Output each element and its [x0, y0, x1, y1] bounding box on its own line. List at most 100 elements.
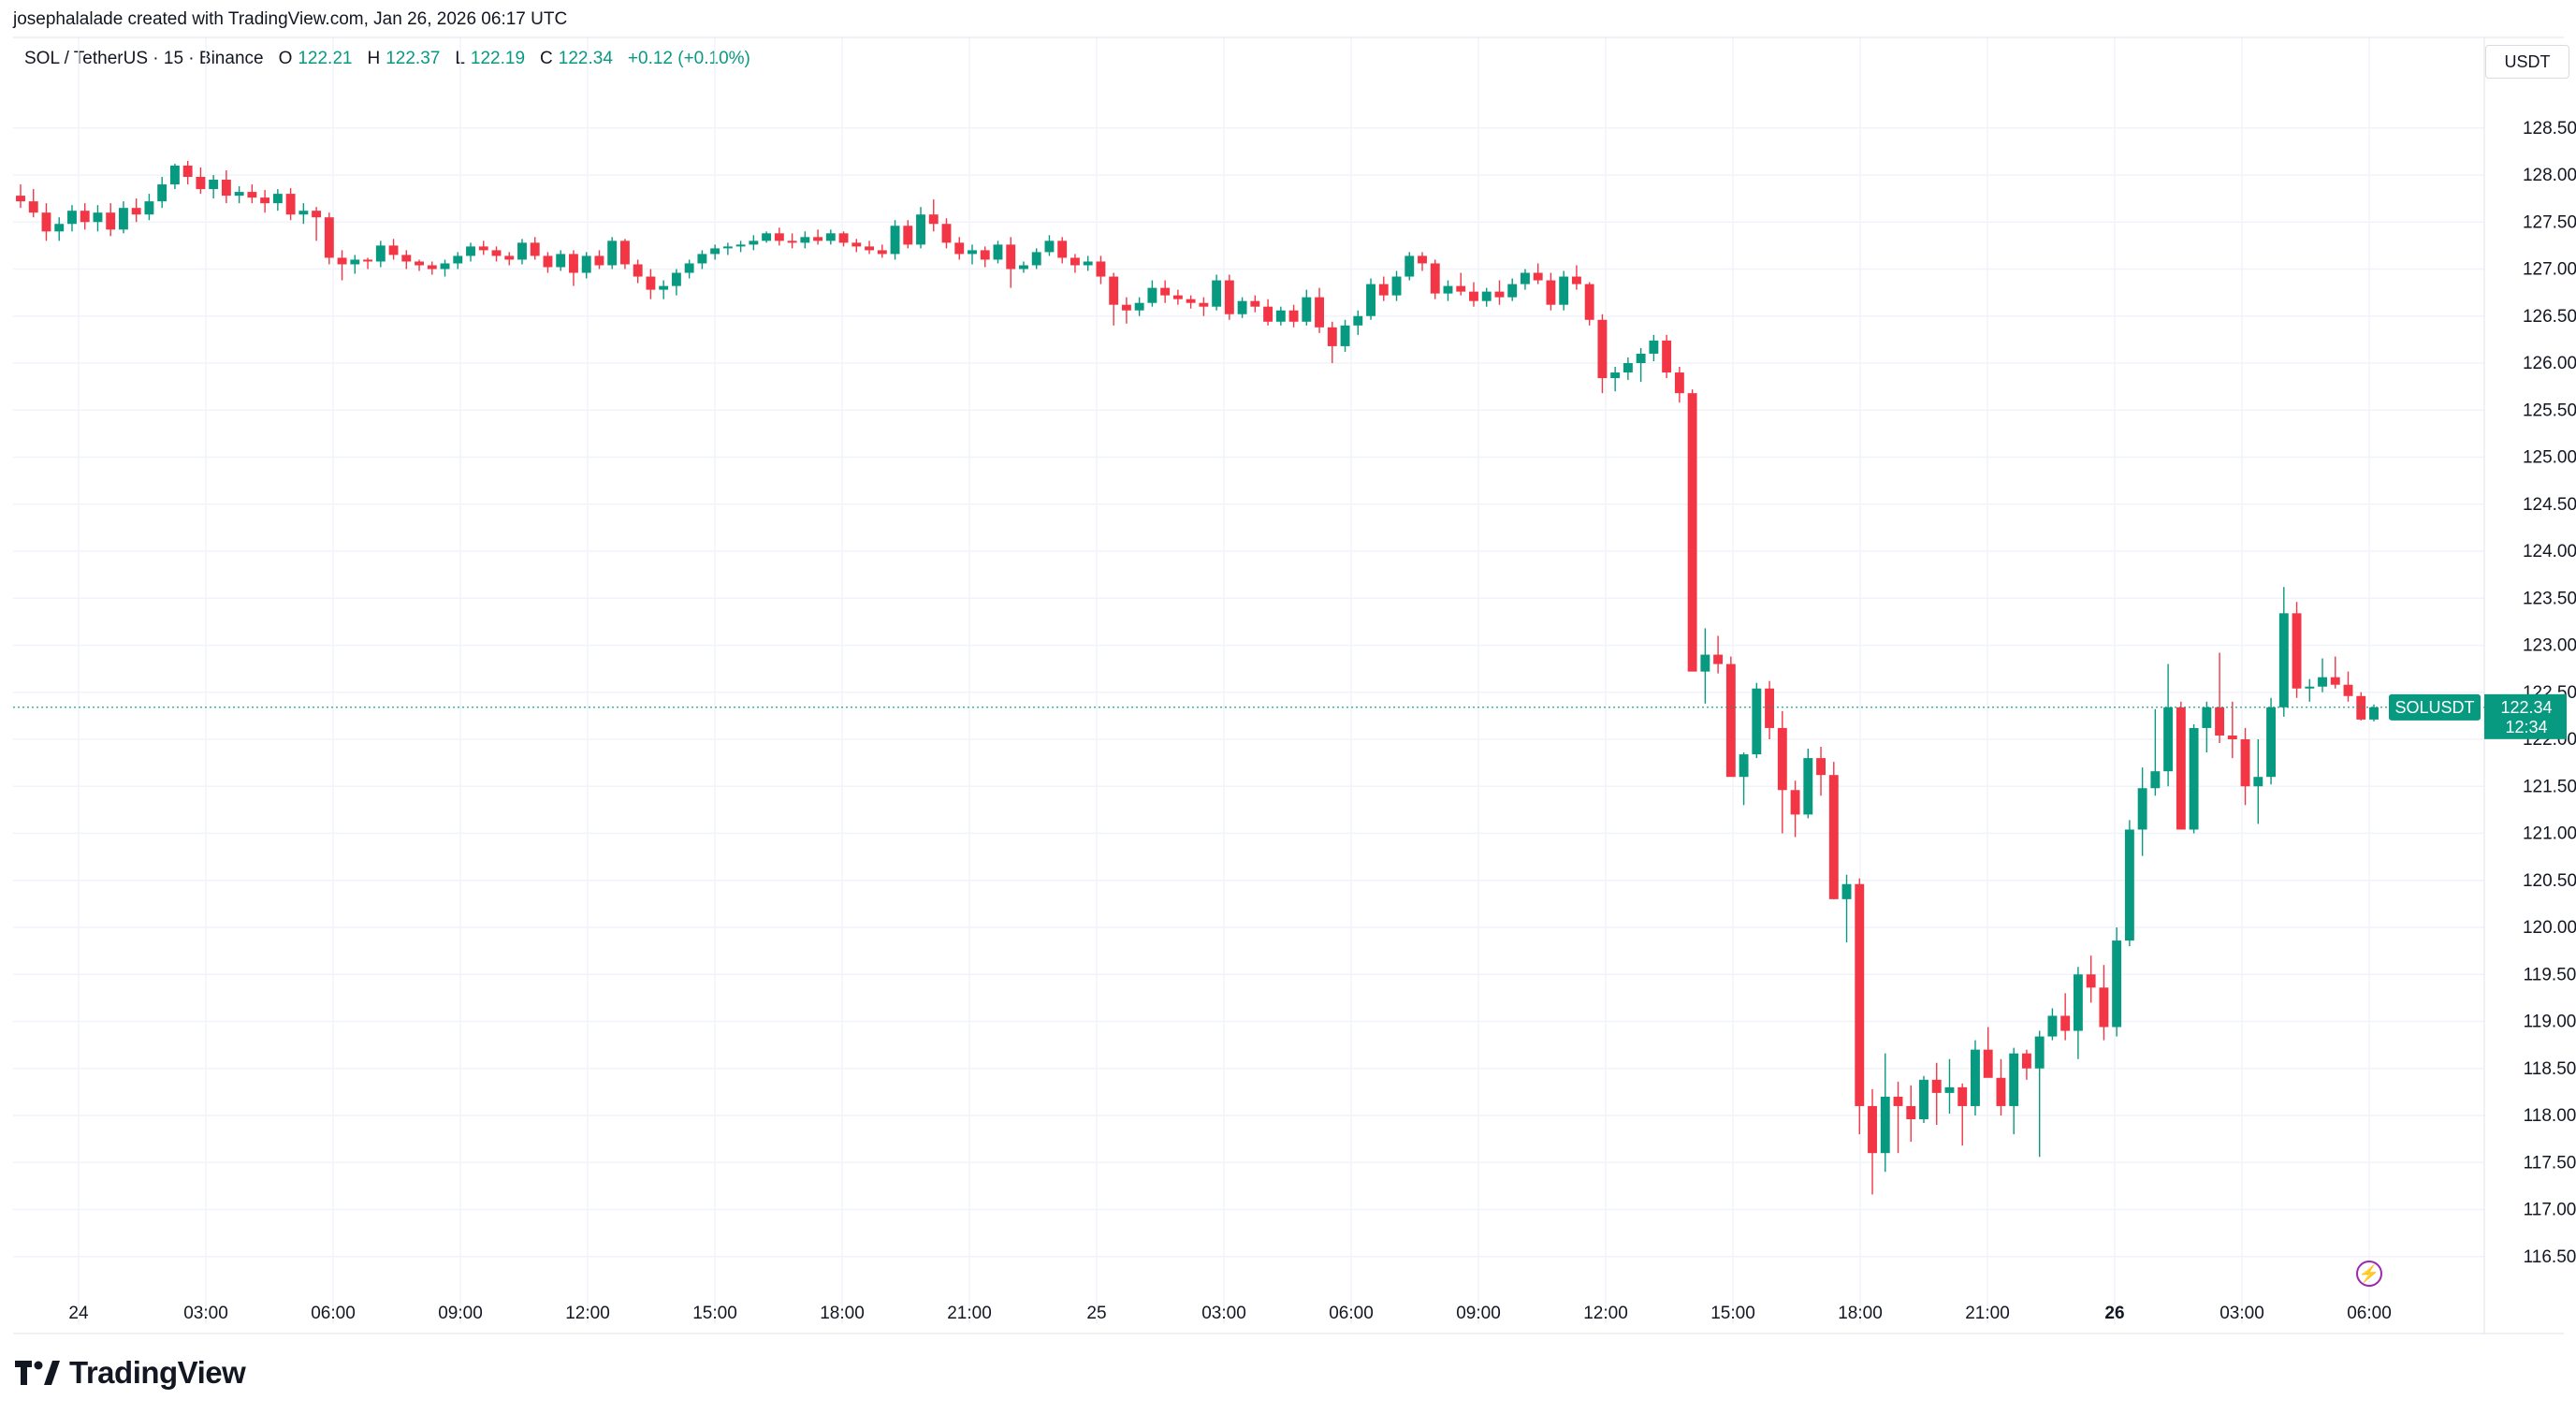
candle-body [1481, 291, 1492, 301]
candle-body [2292, 613, 2302, 689]
candle-body [2369, 707, 2379, 720]
symbol-title[interactable]: SOL / TetherUS · 15 · Binance [24, 49, 264, 68]
price-tick-label: 123.00 [2523, 636, 2576, 656]
candle-body [1971, 1049, 1980, 1106]
candle-body [659, 285, 669, 290]
candle-body [2330, 677, 2340, 685]
candle-body [2034, 1036, 2045, 1069]
time-tick-label: 21:00 [1965, 1304, 2010, 1323]
candle-body [1752, 688, 1762, 755]
candle-body [1662, 340, 1672, 373]
candle-body [1430, 263, 1440, 294]
price-tick-label: 120.00 [2523, 918, 2576, 938]
price-tick-label: 128.00 [2523, 166, 2576, 185]
time-tick-label: 18:00 [820, 1304, 865, 1323]
candle-body [1250, 300, 1260, 307]
candle-body [1893, 1096, 1903, 1106]
candle-body [1327, 327, 1337, 346]
tradingview-wordmark: TradingView [69, 1355, 246, 1390]
time-axis[interactable]: 24 03:00 06:00 09:00 12:00 15:00 18:00 21:00 25 0… [13, 36, 2564, 1334]
candle-body [2240, 739, 2250, 787]
high-label: H [367, 49, 381, 68]
candle-body [285, 194, 296, 215]
candle-body [1109, 276, 1119, 305]
candle-body [388, 245, 399, 255]
candle-body [594, 255, 604, 266]
candle-body [2086, 974, 2096, 988]
candle-body [504, 255, 515, 260]
candle-body [1237, 300, 1247, 314]
candle-body [466, 246, 475, 256]
candle-body [2150, 771, 2161, 789]
ticker-label: SOLUSDT [2394, 698, 2474, 717]
candle-body [80, 211, 90, 223]
candle-body [684, 263, 694, 273]
price-tick-label: 119.50 [2524, 965, 2576, 984]
price-tick-label: 125.00 [2523, 448, 2576, 468]
candle-body [157, 184, 167, 202]
candle-body [337, 257, 347, 265]
candle-body [838, 233, 849, 243]
candle-body [2073, 974, 2083, 1031]
candle-body [234, 192, 244, 197]
candle-body [1172, 295, 1183, 299]
candle-body [993, 244, 1003, 260]
candle-body [2343, 684, 2353, 696]
candle-body [787, 241, 797, 243]
candle-body [1121, 304, 1131, 311]
time-tick-label: 09:00 [1456, 1304, 1501, 1323]
candle-body [350, 259, 360, 265]
candle-body [1674, 372, 1684, 394]
time-tick-label: 03:00 [2219, 1304, 2264, 1323]
candle-body [1996, 1077, 2006, 1106]
currency-unit-button[interactable]: USDT [2485, 45, 2569, 79]
candle-body [1404, 255, 1415, 277]
price-tick-label: 126.50 [2523, 307, 2576, 327]
candle-body [530, 242, 540, 256]
candle-body [1931, 1079, 1942, 1093]
time-tick-label: 06:00 [1329, 1304, 1374, 1323]
lightning-icon[interactable]: ⚡ [2356, 1261, 2382, 1287]
candle-body [1803, 758, 1813, 815]
candle-body [697, 254, 707, 264]
candle-body [710, 248, 720, 255]
candle-body [440, 263, 450, 270]
last-price-box [2484, 693, 2567, 739]
candle-body [401, 255, 412, 262]
price-axis[interactable]: 116.50 117.00 117.50 118.00 118.50 119.00 119.… [2483, 37, 2576, 1334]
time-tick-label: 06:00 [2347, 1304, 2392, 1323]
candle-body [2305, 686, 2315, 689]
candle-body [1340, 325, 1350, 346]
price-tick-label: 117.00 [2524, 1201, 2576, 1220]
time-tick-label: 15:00 [1710, 1304, 1755, 1323]
candle-body [813, 237, 823, 241]
candle-body [633, 264, 643, 277]
candle-body [478, 246, 488, 251]
candle-body [607, 241, 618, 266]
candle-body [2163, 707, 2174, 772]
candle-body [1868, 1105, 1877, 1154]
candle-body [298, 211, 309, 215]
candle-body [2227, 735, 2237, 739]
price-tick-label: 125.50 [2523, 401, 2576, 420]
candle-body [1275, 310, 1286, 322]
candle-body [903, 226, 913, 245]
price-tick-label: 121.00 [2523, 824, 2576, 844]
candle-body [1649, 340, 1659, 354]
candle-body [762, 233, 772, 241]
candle-body [581, 255, 591, 273]
candle-body [1546, 280, 1556, 305]
candle-body [16, 196, 25, 202]
candle-body [2099, 987, 2109, 1028]
candle-body [415, 261, 424, 266]
candle-body [1816, 758, 1826, 776]
candle-body [1083, 261, 1093, 266]
candle-body [260, 197, 270, 204]
candle-body [2356, 695, 2366, 720]
candle-body [619, 241, 630, 265]
candle-body [169, 165, 180, 185]
ticker-label-box [2389, 693, 2481, 721]
candle-body [2215, 707, 2225, 736]
candle-body [1944, 1086, 1955, 1093]
